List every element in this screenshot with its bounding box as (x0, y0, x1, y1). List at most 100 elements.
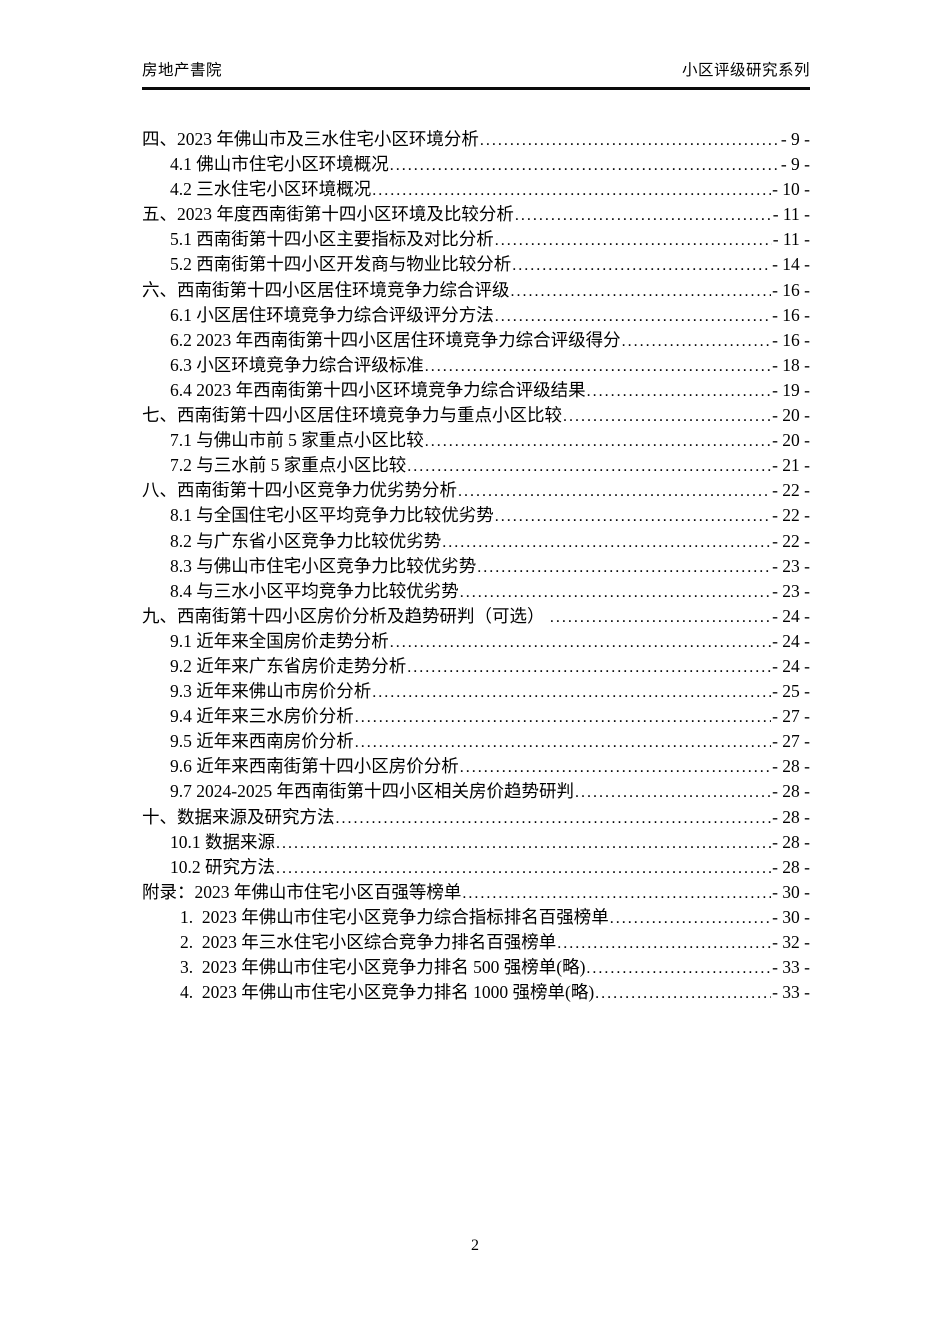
toc-page-number: - 28 - (772, 856, 810, 877)
toc-entry[interactable]: 9.2 近年来广东省房价走势分析 - 24 - (142, 654, 810, 679)
toc-page-number: - 19 - (772, 379, 810, 400)
toc-entry-title[interactable]: 六、西南街第十四小区居住环境竞争力综合评级 (142, 279, 510, 300)
toc-entry-title[interactable]: 4.1 佛山市住宅小区环境概况 (170, 154, 389, 175)
toc-page-number: - 9 - (780, 154, 810, 175)
toc-page-number: - 20 - (772, 405, 810, 426)
toc-entry-title[interactable]: 9.1 近年来全国房价走势分析 (170, 630, 389, 651)
toc-page-number: - 28 - (772, 806, 810, 827)
toc-entry[interactable]: 7.2 与三水前 5 家重点小区比较 - 21 - (142, 453, 810, 478)
toc-page-number: - 28 - (772, 781, 810, 802)
toc-entry-title[interactable]: 6.3 小区环境竞争力综合评级标准 (170, 354, 424, 375)
toc-entry-title[interactable]: 五、2023 年度西南街第十四小区环境及比较分析 (142, 204, 514, 225)
toc-entry-title[interactable]: 八、西南街第十四小区竞争力优劣势分析 (142, 480, 457, 501)
toc-entry[interactable]: 9.5 近年来西南房价分析 - 27 - (142, 729, 810, 754)
toc-page-number: - 23 - (772, 580, 810, 601)
toc-entry-title[interactable]: 6.4 2023 年西南街第十四小区环境竞争力综合评级结果 (170, 379, 586, 400)
toc-entry[interactable]: 六、西南街第十四小区居住环境竞争力综合评级 - 16 - (142, 278, 810, 303)
toc-page-number: - 16 - (772, 304, 810, 325)
toc-entry-title[interactable]: 四、2023 年佛山市及三水住宅小区环境分析 (142, 129, 479, 149)
toc-entry[interactable]: 9.6 近年来西南街第十四小区房价分析 - 28 - (142, 754, 810, 779)
toc-entry[interactable]: 9.3 近年来佛山市房价分析 - 25 - (142, 679, 810, 704)
toc-leader-dots (407, 453, 771, 479)
toc-page-number: - 9 - (780, 129, 810, 149)
toc-page-number: - 24 - (772, 655, 810, 676)
toc-entry-title[interactable]: 3. 2023 年佛山市住宅小区竞争力排名 500 强榜单(略) (180, 957, 586, 978)
toc-page-number: - 24 - (772, 605, 810, 626)
toc-entry[interactable]: 6.3 小区环境竞争力综合评级标准 - 18 - (142, 353, 810, 378)
toc-entry-title[interactable]: 4. 2023 年佛山市住宅小区竞争力排名 1000 强榜单(略) (180, 982, 595, 1003)
toc-entry[interactable]: 五、2023 年度西南街第十四小区环境及比较分析 - 11 - (142, 202, 810, 227)
toc-entry[interactable]: 2. 2023 年三水住宅小区综合竞争力排名百强榜单 - 32 - (142, 930, 810, 955)
toc-entry-title[interactable]: 5.1 西南街第十四小区主要指标及对比分析 (170, 229, 494, 250)
toc-entry[interactable]: 9.4 近年来三水房价分析 - 27 - (142, 704, 810, 729)
toc-entry[interactable]: 4. 2023 年佛山市住宅小区竞争力排名 1000 强榜单(略) - 33 - (142, 980, 810, 1005)
toc-entry-title[interactable]: 2. 2023 年三水住宅小区综合竞争力排名百强榜单 (180, 932, 557, 952)
toc-entry[interactable]: 4.2 三水住宅小区环境概况 - 10 - (142, 177, 810, 202)
toc-entry-title[interactable]: 9.4 近年来三水房价分析 (170, 706, 354, 727)
toc-entry[interactable]: 4.1 佛山市住宅小区环境概况 - 9 - (142, 152, 810, 177)
toc-entry-title[interactable]: 5.2 西南街第十四小区开发商与物业比较分析 (170, 254, 512, 275)
toc-leader-dots (390, 629, 771, 655)
toc-entry-title[interactable]: 9.6 近年来西南街第十四小区房价分析 (170, 756, 459, 777)
toc-entry[interactable]: 6.4 2023 年西南街第十四小区环境竞争力综合评级结果 - 19 - (142, 378, 810, 403)
toc-entry-title[interactable]: 附录：2023 年佛山市住宅小区百强等榜单 (142, 881, 462, 902)
toc-entry-title[interactable]: 8.1 与全国住宅小区平均竞争力比较优劣势 (170, 505, 494, 526)
toc-entry-title[interactable]: 8.3 与佛山市住宅小区竞争力比较优劣势 (170, 555, 477, 576)
toc-entry[interactable]: 3. 2023 年佛山市住宅小区竞争力排名 500 强榜单(略) - 33 - (142, 955, 810, 980)
toc-entry[interactable]: 5.1 西南街第十四小区主要指标及对比分析 - 11 - (142, 227, 810, 252)
toc-entry[interactable]: 10.2 研究方法 - 28 - (142, 855, 810, 880)
toc-entry-title[interactable]: 6.1 小区居住环境竞争力综合评级评分方法 (170, 304, 494, 325)
toc-entry-title[interactable]: 7.2 与三水前 5 家重点小区比较 (170, 455, 407, 476)
toc-entry-title[interactable]: 4.2 三水住宅小区环境概况 (170, 179, 372, 200)
toc-entry-title[interactable]: 10.1 数据来源 (170, 831, 275, 852)
toc-entry[interactable]: 1. 2023 年佛山市住宅小区竞争力综合指标排名百强榜单 - 30 - (142, 905, 810, 930)
toc-entry[interactable]: 十、数据来源及研究方法 - 28 - (142, 805, 810, 830)
toc-entry-title[interactable]: 十、数据来源及研究方法 (142, 806, 335, 827)
toc-entry-title[interactable]: 七、西南街第十四小区居住环境竞争力与重点小区比较 (142, 405, 562, 426)
toc-page-number: - 21 - (772, 455, 810, 476)
toc-entry[interactable]: 10.1 数据来源 - 28 - (142, 830, 810, 855)
toc-entry-title[interactable]: 7.1 与佛山市前 5 家重点小区比较 (170, 430, 424, 451)
toc-entry[interactable]: 6.1 小区居住环境竞争力综合评级评分方法 - 16 - (142, 303, 810, 328)
toc-entry-title[interactable]: 10.2 研究方法 (170, 856, 275, 877)
toc-entry[interactable]: 8.3 与佛山市住宅小区竞争力比较优劣势 - 23 - (142, 554, 810, 579)
toc-entry-title[interactable]: 1. 2023 年佛山市住宅小区竞争力综合指标排名百强榜单 (180, 906, 609, 927)
toc-leader-dots (495, 503, 771, 529)
toc-entry[interactable]: 5.2 西南街第十四小区开发商与物业比较分析 - 14 - (142, 252, 810, 277)
toc-leader-dots (515, 202, 772, 228)
toc-entry[interactable]: 7.1 与佛山市前 5 家重点小区比较 - 20 - (142, 428, 810, 453)
toc-page-number: - 22 - (772, 530, 810, 551)
toc-entry[interactable]: 四、2023 年佛山市及三水住宅小区环境分析 - 9 - (142, 127, 810, 152)
toc-leader-dots (460, 579, 771, 605)
toc-entry[interactable]: 九、西南街第十四小区房价分析及趋势研判（可选） - 24 - (142, 604, 810, 629)
toc-entry[interactable]: 附录：2023 年佛山市住宅小区百强等榜单 - 30 - (142, 880, 810, 905)
toc-entry-title[interactable]: 9.2 近年来广东省房价走势分析 (170, 655, 407, 676)
toc-leader-dots (425, 428, 771, 454)
toc-page-number: - 24 - (772, 630, 810, 651)
toc-leader-dots (355, 729, 771, 755)
toc-entry-title[interactable]: 九、西南街第十四小区房价分析及趋势研判（可选） (142, 605, 549, 626)
toc-entry[interactable]: 9.1 近年来全国房价走势分析 - 24 - (142, 629, 810, 654)
toc-page-number: - 32 - (772, 932, 810, 952)
toc-entry[interactable]: 8.4 与三水小区平均竞争力比较优劣势 - 23 - (142, 579, 810, 604)
toc-entry-title[interactable]: 9.3 近年来佛山市房价分析 (170, 681, 372, 702)
toc-entry[interactable]: 八、西南街第十四小区竞争力优劣势分析 - 22 - (142, 478, 810, 503)
toc-entry-title[interactable]: 9.7 2024-2025 年西南街第十四小区相关房价趋势研判 (170, 781, 574, 802)
toc-page-number: - 11 - (772, 204, 810, 225)
toc-entry-title[interactable]: 8.4 与三水小区平均竞争力比较优劣势 (170, 580, 459, 601)
toc-entry-title[interactable]: 8.2 与广东省小区竞争力比较优劣势 (170, 530, 442, 551)
toc-leader-dots (586, 955, 771, 981)
header-right-text: 小区评级研究系列 (681, 62, 810, 79)
toc-entry[interactable]: 七、西南街第十四小区居住环境竞争力与重点小区比较 - 20 - (142, 403, 810, 428)
toc-entry[interactable]: 8.2 与广东省小区竞争力比较优劣势 - 22 - (142, 529, 810, 554)
toc-entry-title[interactable]: 9.5 近年来西南房价分析 (170, 731, 354, 752)
toc-leader-dots (372, 679, 771, 705)
toc-entry[interactable]: 9.7 2024-2025 年西南街第十四小区相关房价趋势研判 - 28 - (142, 779, 810, 804)
toc-entry[interactable]: 6.2 2023 年西南街第十四小区居住环境竞争力综合评级得分 - 16 - (142, 328, 810, 353)
toc-entry-title[interactable]: 6.2 2023 年西南街第十四小区居住环境竞争力综合评级得分 (170, 329, 621, 350)
toc-entry[interactable]: 8.1 与全国住宅小区平均竞争力比较优劣势 - 22 - (142, 503, 810, 528)
toc-leader-dots (587, 378, 771, 404)
toc-leader-dots (336, 805, 772, 831)
toc-leader-dots (595, 980, 771, 1006)
toc-page-number: - 16 - (772, 279, 810, 300)
